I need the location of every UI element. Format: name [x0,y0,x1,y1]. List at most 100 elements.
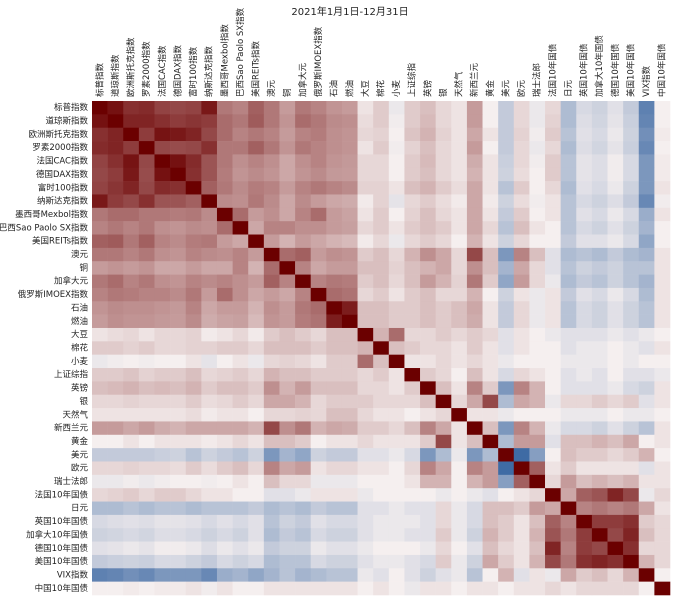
heatmap-cell [326,234,343,249]
heatmap-cell [591,274,608,289]
heatmap-cell [466,354,483,369]
heatmap-cell [310,167,327,182]
heatmap-cell [435,461,452,476]
heatmap-cell [138,181,155,195]
heatmap-cell [623,167,640,182]
heatmap-cell [232,448,249,462]
heatmap-cell [341,394,358,409]
heatmap-cell [170,207,187,222]
heatmap-cell [326,167,343,182]
heatmap-cell [420,581,436,596]
heatmap-cell [498,408,515,422]
heatmap-cell [201,354,218,369]
heatmap-cell [357,154,374,169]
heatmap-cell [295,394,312,409]
heatmap-cell [498,461,515,476]
heatmap-cell [185,261,202,275]
heatmap-cell [435,287,452,302]
heatmap-cell [404,514,421,529]
heatmap-cell [185,541,202,556]
heatmap-cell [279,408,296,422]
heatmap-cell [498,501,515,516]
heatmap-cell [201,434,218,449]
heatmap-cell [529,421,546,436]
heatmap-cell [138,394,155,409]
heatmap-cell [623,354,640,369]
heatmap-cell [623,101,640,115]
heatmap-cell [623,207,640,222]
heatmap-cell [123,207,140,222]
heatmap-cell [388,234,405,249]
heatmap-cell [248,327,265,342]
heatmap-cell [357,234,374,249]
heatmap-cell [638,408,655,422]
heatmap-cell [607,568,624,582]
heatmap-cell [373,194,390,209]
heatmap-cell [279,368,296,382]
heatmap-cell [326,448,343,462]
heatmap-cell [607,368,624,382]
heatmap-cell [357,461,374,476]
y-tick-label: 美国10年国债 [35,556,89,567]
heatmap-cell [545,501,561,516]
heatmap-cell [529,301,546,315]
heatmap-cell [545,421,561,436]
heatmap-cell [466,181,483,195]
heatmap-cell [248,234,265,249]
heatmap-cell [513,368,530,382]
heatmap-cell [326,261,343,275]
heatmap-cell [295,381,312,396]
heatmap-cell [279,448,296,462]
heatmap-cell [92,221,108,235]
heatmap-cell [357,528,374,542]
heatmap-cell [263,154,280,169]
heatmap-cell [201,568,218,582]
heatmap-cell [545,381,561,396]
heatmap-cell [201,448,218,462]
x-tick-label: 富时100指数 [188,46,199,97]
heatmap-cell [248,221,265,235]
x-tick-label: 美国10年国债 [625,43,636,97]
heatmap-cell [138,474,155,489]
heatmap-cell [482,167,499,182]
heatmap-cell [248,274,265,289]
heatmap-cell [513,221,530,235]
heatmap-cell [216,341,233,355]
heatmap-cell [232,514,249,529]
heatmap-cell [435,514,452,529]
heatmap-cell [216,234,233,249]
heatmap-cell [482,541,499,556]
heatmap-cell [248,461,265,476]
heatmap-cell [404,247,421,262]
heatmap-cell [295,261,312,275]
heatmap-cell [107,154,124,169]
heatmap-cell [310,368,327,382]
heatmap-cell [654,581,671,596]
heatmap-cell [216,541,233,556]
heatmap-cell [123,488,140,502]
heatmap-cell [654,327,671,342]
heatmap-cell [138,581,155,596]
heatmap-cell [295,474,312,489]
heatmap-cell [295,234,312,249]
heatmap-cell [654,541,671,556]
heatmap-cell [420,167,436,182]
heatmap-cell [279,381,296,396]
heatmap-cell [248,301,265,315]
heatmap-cell [357,101,374,115]
heatmap-cell [545,207,561,222]
heatmap-cell [216,274,233,289]
heatmap-cell [638,234,655,249]
heatmap-cell [138,568,155,582]
heatmap-cell [310,314,327,329]
heatmap-cell [357,141,374,155]
heatmap-cell [123,554,140,569]
y-tick-label: 欧元 [71,463,89,474]
heatmap-cell [357,514,374,529]
heatmap-cell [201,488,218,502]
heatmap-cell [373,514,390,529]
heatmap-cell [498,394,515,409]
heatmap-cell [123,301,140,315]
heatmap-cell [576,274,593,289]
heatmap-cell [435,141,452,155]
